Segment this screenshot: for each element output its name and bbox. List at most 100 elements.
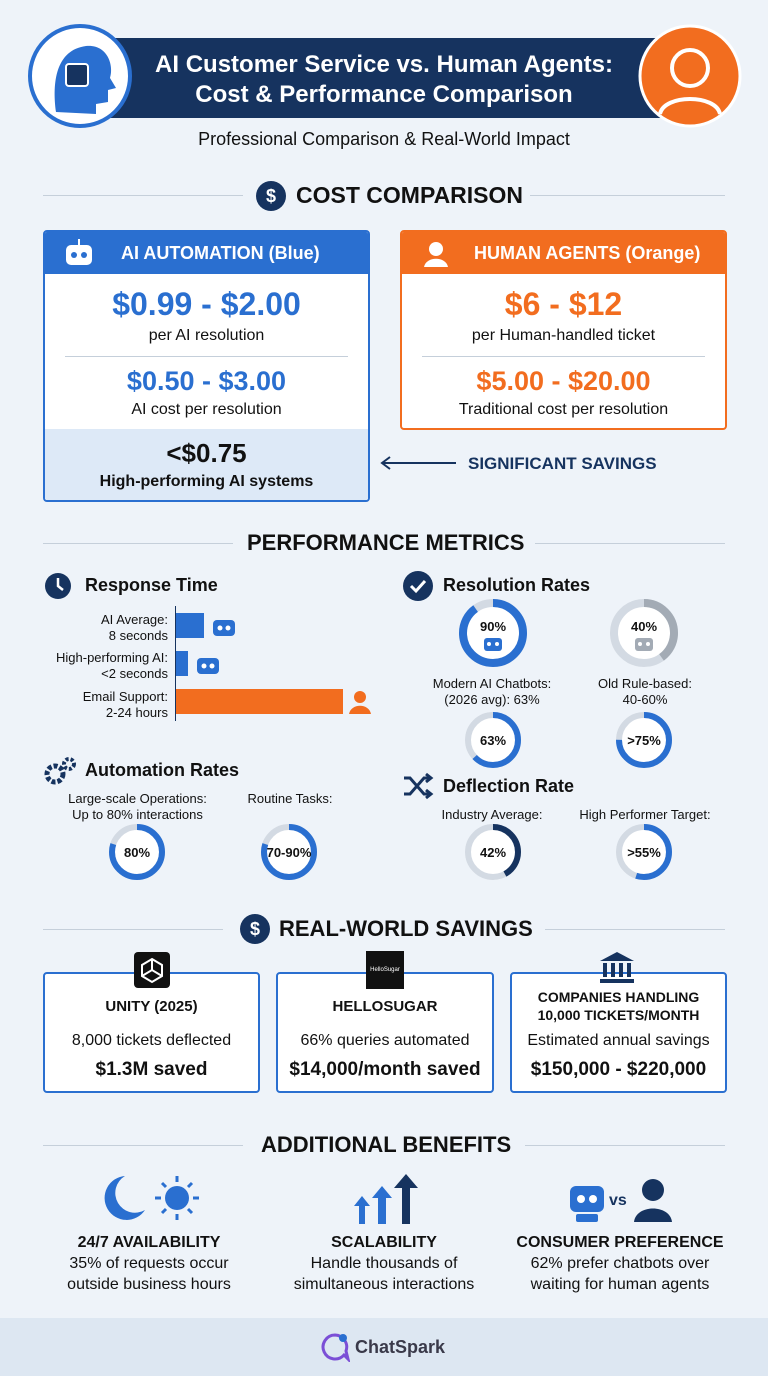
benefit-title: SCALABILITY (331, 1234, 437, 1251)
bar (176, 651, 188, 676)
price-note: Traditional cost per resolution (458, 401, 669, 418)
label-line: Email Support: (82, 689, 168, 704)
benefit: CONSUMER PREFERENCE 62% prefer chatbots o… (495, 1232, 745, 1295)
divider (545, 929, 725, 930)
price: $0.99 - $2.00 (112, 286, 301, 322)
price-note: per AI resolution (148, 327, 265, 344)
panel-title: Deflection Rate (443, 776, 575, 796)
benefit: SCALABILITY Handle thousands of simultaneo… (259, 1232, 509, 1295)
panel-title: Resolution Rates (443, 575, 591, 595)
robot-icon (635, 638, 653, 651)
caption-line: Old Rule-based: (598, 676, 692, 691)
bar (176, 689, 343, 714)
card-detail: Estimated annual savings (527, 1032, 710, 1049)
gauge-bg (459, 599, 527, 667)
shuffle-icon (404, 772, 434, 800)
gauge-bg (616, 824, 672, 880)
gauge: 63% (465, 712, 521, 768)
caption: Routine Tasks: (247, 791, 333, 806)
icon-part (484, 638, 502, 651)
section-heading: ADDITIONAL BENEFITS (261, 1132, 512, 1157)
benefit-text: simultaneous interactions (293, 1276, 475, 1293)
card-title: HUMAN AGENTS (Orange) (474, 243, 701, 263)
section-heading: PERFORMANCE METRICS (247, 530, 525, 555)
label-line: High-performing AI: (56, 650, 168, 665)
arrow (380, 456, 456, 470)
icon-part (487, 642, 491, 646)
growth-icon (354, 1174, 418, 1224)
robot-icon (197, 658, 219, 674)
icon-part (646, 642, 650, 646)
gears-icon (44, 757, 76, 785)
savings-card (510, 972, 727, 1093)
gauge: 42% (465, 824, 521, 880)
gauge-arc (109, 824, 165, 880)
footer (0, 1318, 768, 1376)
title-line: COMPANIES HANDLING (537, 989, 700, 1005)
dollar-icon: $ (240, 914, 270, 944)
gauge-label: 80% (124, 845, 150, 860)
caption: Industry Average: (441, 807, 543, 822)
label-line: <2 seconds (101, 666, 168, 681)
brand-name: ChatSpark (355, 1337, 446, 1357)
header-banner (75, 38, 690, 118)
gauge-bg (109, 824, 165, 880)
gauge-arc (261, 824, 317, 880)
panel-title: Response Time (85, 575, 218, 595)
benefit: 24/7 AVAILABILITY 35% of requests occur ou… (24, 1232, 274, 1295)
divider (43, 543, 233, 544)
row-label: AI Average: 8 seconds (20, 612, 168, 644)
person-icon (349, 691, 371, 714)
row-label: Email Support: 2-24 hours (20, 689, 168, 721)
divider (43, 1145, 243, 1146)
benefit-text: outside business hours (67, 1276, 231, 1293)
price: <$0.75 (166, 438, 247, 468)
robot-icon (213, 620, 235, 636)
icon-part (635, 638, 653, 651)
benefit-text: 35% of requests occur (69, 1255, 229, 1272)
divider (43, 929, 223, 930)
caption-line: (2026 avg): 63% (444, 692, 540, 707)
caption-line: Up to 80% interactions (72, 807, 203, 822)
card-amount: $14,000/month saved (289, 1059, 481, 1080)
section-heading: COST COMPARISON (296, 182, 524, 208)
bank-icon (600, 952, 634, 983)
price-note: AI cost per resolution (131, 401, 282, 418)
highlight (45, 429, 368, 500)
svg-text:$: $ (250, 919, 260, 939)
title: AI Customer Service vs. Human Agents: Cos… (100, 50, 668, 110)
human-cost-card: HUMAN AGENTS (Orange) $6 - $12 per Human… (400, 230, 727, 430)
human-icon (638, 24, 742, 128)
gauge: 80% (109, 824, 165, 880)
gauge-bg (261, 824, 317, 880)
price: $5.00 - $20.00 (476, 366, 651, 396)
day-night-icon (104, 1176, 199, 1220)
title-line: 10,000 TICKETS/MONTH (537, 1007, 700, 1023)
label-line: 8 seconds (108, 628, 168, 643)
card-header (45, 232, 368, 274)
price-note: High-performing AI systems (99, 473, 314, 490)
gauge-arc (459, 599, 527, 667)
gauge: >55% (616, 824, 672, 880)
icon-part (495, 642, 499, 646)
savings-card (276, 972, 494, 1093)
check-icon (403, 571, 433, 601)
label-line: AI Average: (101, 612, 168, 627)
card-title: HELLOSUGAR (332, 998, 438, 1015)
card-detail: 66% queries automated (300, 1032, 470, 1049)
gauge-bg (465, 824, 521, 880)
card-title: AI AUTOMATION (Blue) (121, 243, 320, 263)
title-line: AI Customer Service vs. Human Agents: (155, 51, 613, 78)
gauge-label: 42% (480, 845, 506, 860)
card-title: COMPANIES HANDLING 10,000 TICKETS/MONTH (512, 988, 725, 1024)
gauge-label: 63% (480, 733, 506, 748)
robot-icon (484, 638, 502, 651)
caption-line: 40-60% (622, 692, 668, 707)
price: $0.50 - $3.00 (126, 366, 287, 396)
card-detail: 8,000 tickets deflected (71, 1032, 232, 1049)
card-amount: $1.3M saved (95, 1059, 208, 1080)
gauge-arc (616, 712, 672, 768)
card-title: UNITY (2025) (105, 998, 198, 1015)
gauge-bg (465, 712, 521, 768)
